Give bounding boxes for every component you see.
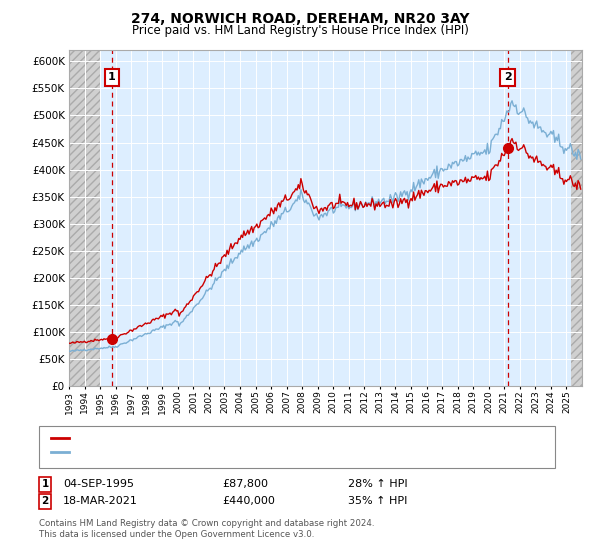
Text: 18-MAR-2021: 18-MAR-2021 (63, 496, 138, 506)
Bar (571, 50, 582, 386)
Text: 2: 2 (41, 496, 49, 506)
Text: Price paid vs. HM Land Registry's House Price Index (HPI): Price paid vs. HM Land Registry's House … (131, 24, 469, 36)
Text: Contains HM Land Registry data © Crown copyright and database right 2024.
This d: Contains HM Land Registry data © Crown c… (39, 519, 374, 539)
Text: 1: 1 (41, 479, 49, 489)
Text: 35% ↑ HPI: 35% ↑ HPI (348, 496, 407, 506)
Text: 274, NORWICH ROAD, DEREHAM, NR20 3AY: 274, NORWICH ROAD, DEREHAM, NR20 3AY (131, 12, 469, 26)
Text: 04-SEP-1995: 04-SEP-1995 (63, 479, 134, 489)
Text: £440,000: £440,000 (222, 496, 275, 506)
Bar (69, 50, 100, 386)
Text: 2: 2 (503, 72, 511, 82)
Text: HPI: Average price, detached house, Breckland: HPI: Average price, detached house, Brec… (72, 447, 317, 458)
Text: £87,800: £87,800 (222, 479, 268, 489)
Text: 28% ↑ HPI: 28% ↑ HPI (348, 479, 407, 489)
Text: 274, NORWICH ROAD, DEREHAM, NR20 3AY (detached house): 274, NORWICH ROAD, DEREHAM, NR20 3AY (de… (72, 433, 394, 443)
Text: 1: 1 (108, 72, 116, 82)
